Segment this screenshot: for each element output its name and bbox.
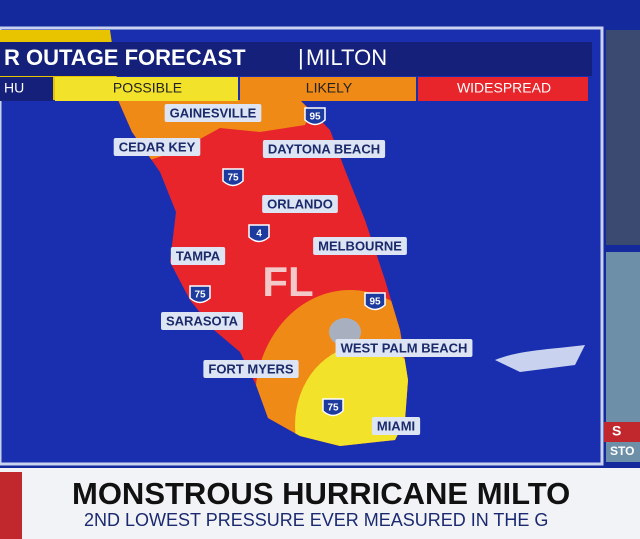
- side-badge: S: [612, 423, 621, 439]
- highway-shield: [222, 168, 244, 187]
- legend-swatch: [55, 77, 238, 101]
- legend-label: LIKELY: [306, 80, 353, 96]
- highway-number: 75: [327, 403, 339, 414]
- legend-swatch: [418, 77, 588, 101]
- city-label-bg: [170, 247, 226, 265]
- highway-number: 95: [369, 297, 381, 308]
- city-label: MIAMI: [377, 418, 415, 433]
- city-label: DAYTONA BEACH: [268, 141, 380, 156]
- header-divider: |: [298, 45, 304, 70]
- city-label-bg: [161, 312, 243, 330]
- side-caption: STO: [610, 444, 634, 458]
- city-label: CEDAR KEY: [119, 139, 196, 154]
- city-label-bg: [371, 417, 421, 435]
- highway-number: 4: [256, 229, 262, 240]
- highway-number: 95: [309, 112, 321, 123]
- city-label: TAMPA: [176, 248, 221, 263]
- legend-swatch: [0, 77, 53, 101]
- city-label-bg: [164, 104, 262, 122]
- city-label: SARASOTA: [166, 313, 239, 328]
- city-label-bg: [262, 140, 386, 158]
- city-label: GAINESVILLE: [170, 105, 257, 120]
- city-label-bg: [262, 195, 338, 213]
- keys: [495, 345, 585, 372]
- header-title: R OUTAGE FORECAST: [4, 45, 246, 70]
- ticker-headline: MONSTROUS HURRICANE MILTO: [72, 476, 570, 511]
- highway-number: 75: [227, 173, 239, 184]
- highway-shield: [322, 398, 344, 417]
- legend-swatch: [240, 77, 416, 101]
- city-label: FORT MYERS: [208, 361, 294, 376]
- highway-shield: [189, 285, 211, 304]
- city-label: MELBOURNE: [318, 238, 402, 253]
- ticker: [0, 468, 640, 539]
- city-label: WEST PALM BEACH: [341, 340, 468, 355]
- city-label-bg: [313, 237, 407, 255]
- possible-zone: [295, 345, 408, 446]
- city-label-bg: [113, 138, 201, 156]
- side-thumb: [606, 30, 640, 245]
- highway-number: 75: [194, 290, 206, 301]
- ticker-logo: [0, 472, 22, 539]
- header-bar: [0, 42, 592, 76]
- highway-shield: [364, 292, 386, 311]
- highway-shield: [248, 224, 270, 243]
- city-label-bg: [203, 360, 299, 378]
- city-label-bg: [335, 339, 473, 357]
- state-label: FL: [262, 258, 313, 305]
- side-badge-bg: [604, 422, 640, 442]
- city-label: ORLANDO: [267, 196, 333, 211]
- ticker-subheadline: 2ND LOWEST PRESSURE EVER MEASURED IN THE…: [84, 510, 548, 530]
- header-storm: MILTON: [306, 45, 387, 70]
- legend-label: HU: [4, 80, 24, 96]
- highway-shield: [304, 107, 326, 126]
- legend-label: POSSIBLE: [113, 80, 182, 96]
- legend-label: WIDESPREAD: [457, 80, 551, 96]
